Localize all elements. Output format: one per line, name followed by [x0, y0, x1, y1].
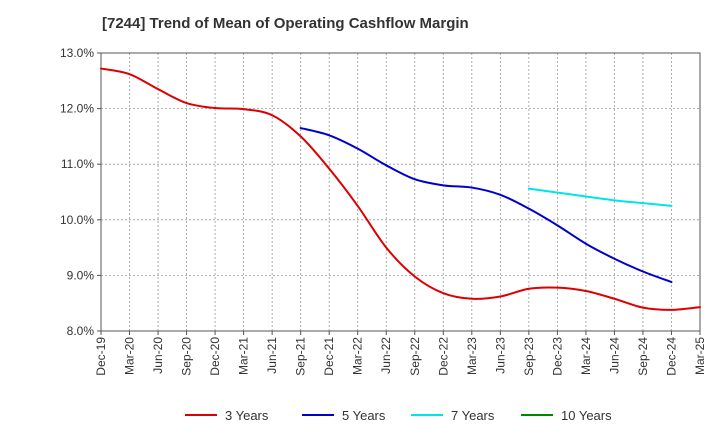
x-tick-label: Sep-20: [180, 337, 194, 376]
chart-title: [7244] Trend of Mean of Operating Cashfl…: [102, 15, 469, 32]
legend-label: 7 Years: [451, 408, 495, 423]
x-tick-label: Mar-24: [579, 337, 593, 375]
series-line-3-years: [100, 67, 701, 311]
x-tick-label: Mar-23: [465, 337, 479, 375]
legend-label: 3 Years: [225, 408, 269, 423]
axes: 8.0% 9.0% 10.0% 11.0% 12.0% 13.0% Dec-19 Mar-20…: [60, 46, 707, 376]
x-tick-label: Mar-25: [693, 337, 707, 375]
series-lines: [100, 67, 701, 311]
y-tick-label: 9.0%: [67, 268, 95, 282]
x-tick-label: Mar-22: [351, 337, 365, 375]
plot-frame: [100, 52, 701, 332]
y-tick-label: 12.0%: [60, 102, 94, 116]
series-line-5-years: [299, 127, 673, 284]
x-tick-label: Sep-21: [294, 337, 308, 376]
legend-label: 10 Years: [561, 408, 612, 423]
x-tick-label: Dec-23: [550, 337, 564, 376]
x-tick-label: Mar-20: [123, 337, 137, 375]
y-tick-label: 10.0%: [60, 213, 94, 227]
x-tick-label: Sep-24: [636, 337, 650, 376]
x-tick-label: Jun-22: [379, 337, 393, 374]
y-tick-label: 8.0%: [67, 324, 95, 338]
x-tick-label: Jun-20: [151, 337, 165, 374]
x-tick-label: Dec-24: [664, 337, 678, 376]
x-tick-label: Jun-23: [493, 337, 507, 374]
x-tick-label: Dec-22: [436, 337, 450, 376]
x-tick-label: Sep-22: [408, 337, 422, 376]
x-tick-label: Jun-21: [265, 337, 279, 374]
grid: [101, 53, 700, 331]
legend: 3 Years 5 Years 7 Years 10 Years: [185, 408, 612, 423]
x-tick-label: Mar-21: [237, 337, 251, 375]
legend-label: 5 Years: [342, 408, 386, 423]
y-tick-label: 11.0%: [61, 157, 94, 171]
y-tick-label: 13.0%: [60, 46, 94, 60]
x-tick-label: Sep-23: [522, 337, 536, 376]
x-tick-label: Dec-19: [94, 337, 108, 376]
x-tick-label: Dec-21: [322, 337, 336, 376]
series-line-7-years: [527, 187, 673, 207]
x-tick-label: Jun-24: [607, 337, 621, 374]
x-tick-label: Dec-20: [208, 337, 222, 376]
